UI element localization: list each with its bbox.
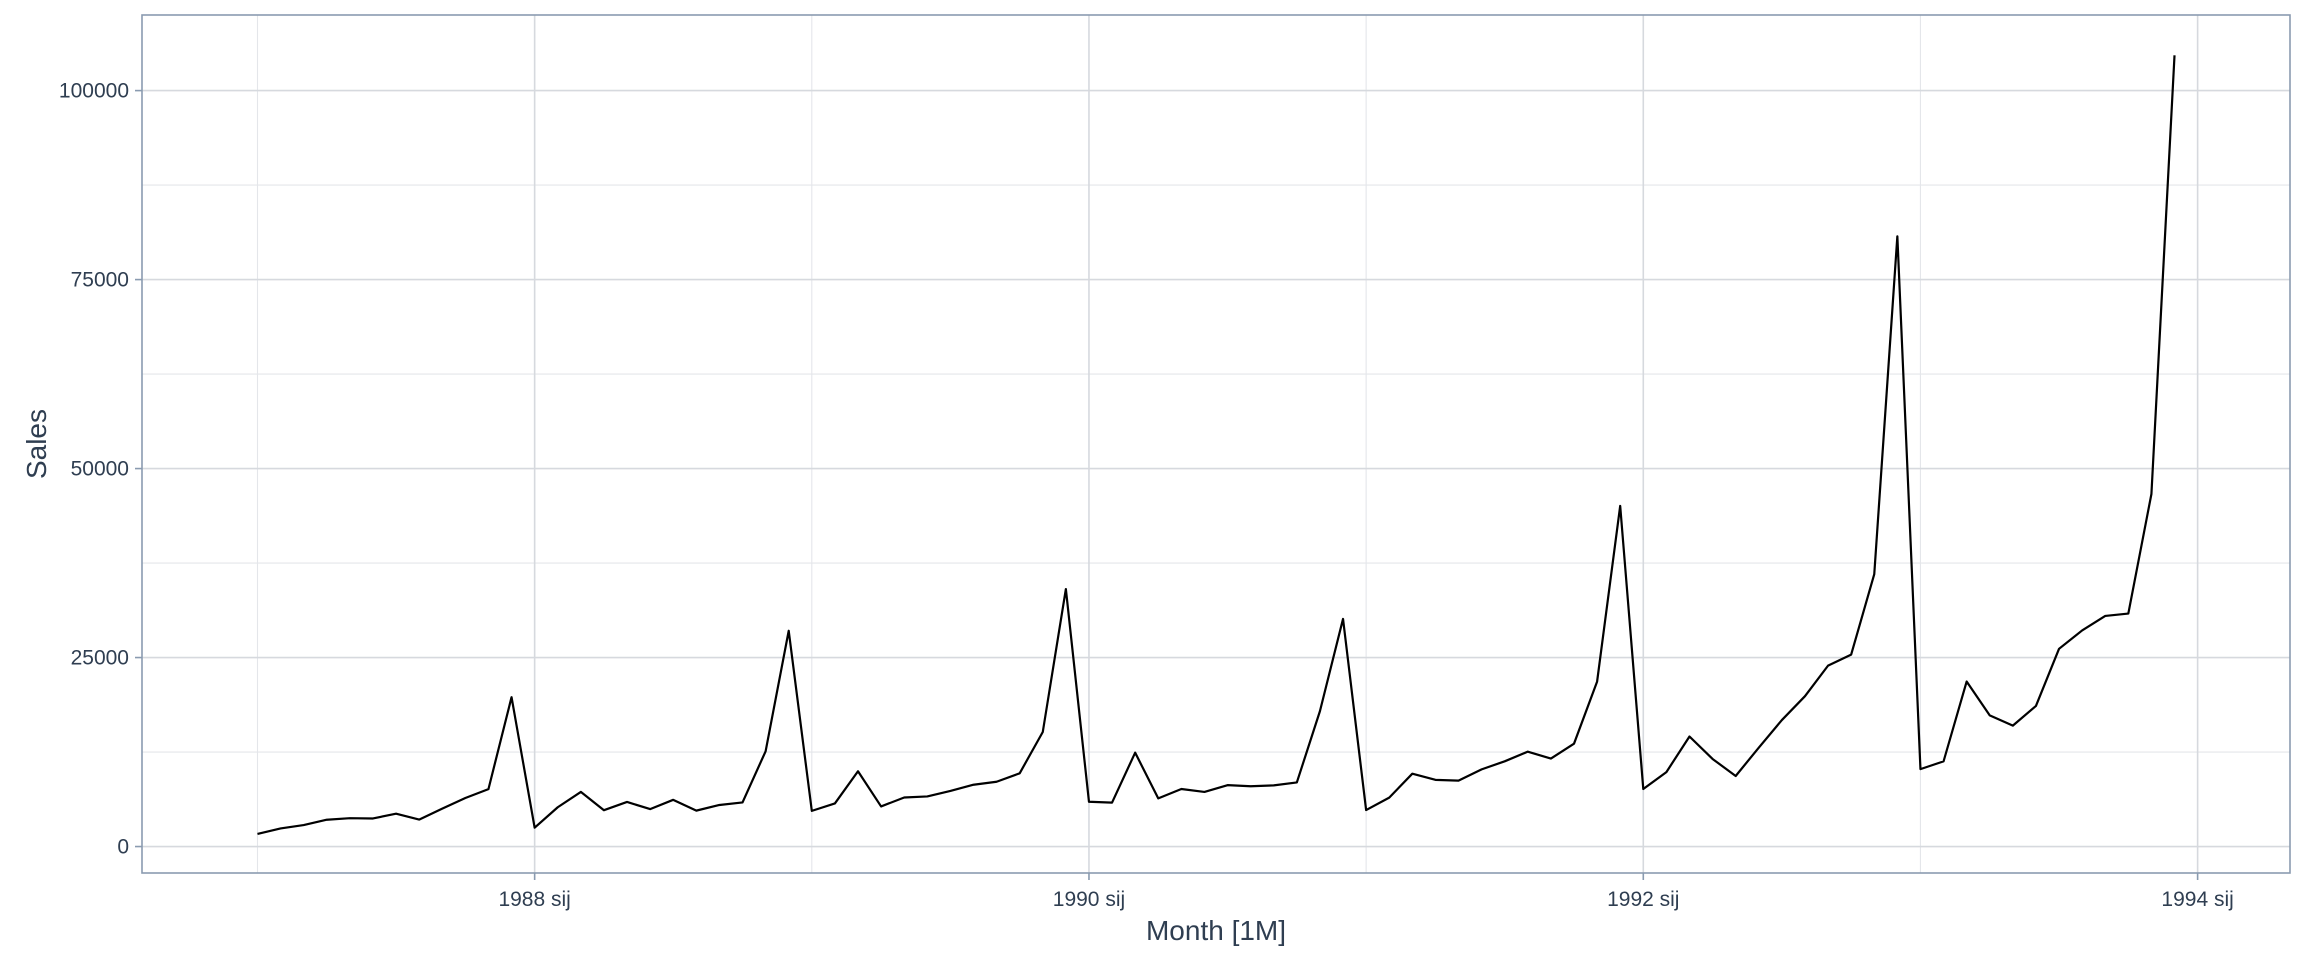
y-tick-label: 25000 [71,647,129,670]
y-axis-title: Sales [21,409,52,479]
y-tick-label: 100000 [59,80,129,103]
y-tick-label: 75000 [71,269,129,292]
sales-series-line [257,55,2176,836]
x-tick-label: 1988 sij [498,888,570,911]
y-axis-ticks: 0 25000 50000 75000 100000 [59,80,142,859]
x-axis-title: Month [1M] [1146,915,1286,946]
x-axis-ticks: 1988 sij 1990 sij 1992 sij 1994 sij [498,873,2234,911]
plot-panel-border [141,14,2291,874]
major-gridlines-x [533,15,2199,873]
x-tick-label: 1994 sij [2161,888,2233,911]
minor-gridlines-x [256,15,1922,873]
y-tick-label: 50000 [71,458,129,481]
minor-gridlines-y [142,184,2290,753]
x-tick-label: 1992 sij [1607,888,1679,911]
x-tick-label: 1990 sij [1053,888,1125,911]
major-gridlines-y [142,89,2290,848]
y-tick-label: 0 [117,836,129,859]
